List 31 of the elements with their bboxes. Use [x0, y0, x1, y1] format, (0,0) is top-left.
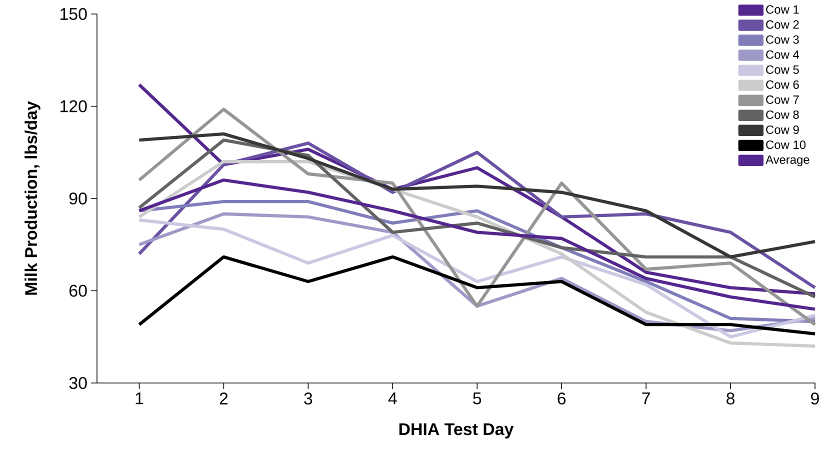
x-tick-label: 3 — [304, 392, 312, 405]
y-tick-label: 120 — [60, 100, 87, 112]
line-series — [138, 255, 817, 336]
legend-label: Cow 5 — [766, 65, 799, 74]
legend-label: Average — [766, 156, 810, 166]
line-series — [138, 132, 817, 259]
y-tick-label: 90 — [69, 192, 87, 204]
y-axis-title: Milk Production, lbs/day — [24, 101, 40, 295]
y-tick-label: 30 — [69, 377, 87, 389]
legend-label: Cow 2 — [766, 20, 799, 29]
legend-label: Cow 6 — [766, 80, 799, 89]
x-tick-label: 1 — [136, 392, 144, 404]
x-tick-label: 6 — [558, 392, 566, 405]
legend-label: Cow 8 — [766, 110, 799, 119]
line-series — [138, 108, 817, 326]
y-tick-label: 60 — [70, 284, 87, 297]
legend-label: Cow 7 — [766, 95, 799, 104]
y-tick-label: 150 — [60, 8, 87, 20]
x-axis-title: DHIA Test Day — [399, 423, 514, 439]
x-tick-label: 5 — [473, 392, 482, 404]
legend-label: Cow 9 — [766, 125, 799, 134]
legend-label: Cow 3 — [766, 35, 799, 44]
x-tick-label: 9 — [811, 392, 819, 405]
legend-label: Cow 1 — [766, 5, 799, 14]
x-tick-label: 7 — [642, 392, 650, 404]
line-series — [138, 178, 817, 311]
legend-label: Cow 10 — [766, 140, 806, 149]
x-tick-label: 8 — [726, 392, 735, 405]
x-tick-label: 4 — [388, 392, 397, 404]
x-tick-label: 2 — [220, 392, 228, 404]
legend-label: Cow 4 — [766, 50, 800, 59]
